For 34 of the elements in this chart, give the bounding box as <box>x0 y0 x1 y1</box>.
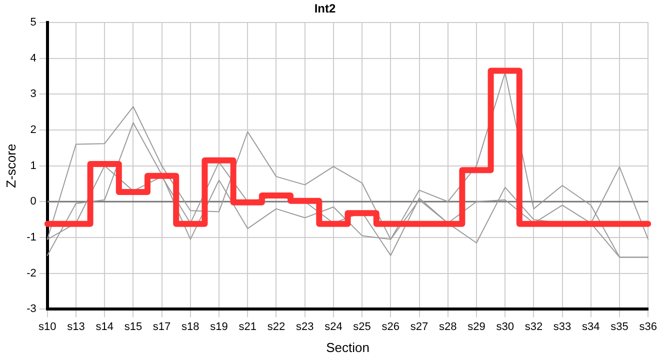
x-tick-label: s13 <box>67 320 85 333</box>
x-tick-label: s24 <box>324 320 342 333</box>
y-tick-label: 4 <box>30 52 36 64</box>
x-tick-label: s21 <box>238 320 257 333</box>
x-tick-label: s33 <box>553 320 572 333</box>
x-tick-label: s35 <box>610 320 628 333</box>
chart-title: Int2 <box>314 2 336 16</box>
y-tick-label: -2 <box>26 267 36 280</box>
x-tick-label: s10 <box>38 320 56 333</box>
x-tick-label: s28 <box>439 320 457 333</box>
y-tick-label: 5 <box>30 16 36 28</box>
x-tick-label: s34 <box>582 320 600 333</box>
y-tick-label: 0 <box>30 196 36 208</box>
x-tick-label: s25 <box>353 320 371 333</box>
x-tick-label: s36 <box>639 320 658 333</box>
x-tick-label: s15 <box>124 320 142 333</box>
y-tick-label: 2 <box>30 124 36 136</box>
x-tick-label: s32 <box>524 320 543 333</box>
y-tick-label: -3 <box>26 303 36 316</box>
x-tick-label: s22 <box>267 320 286 333</box>
x-tick-label: s17 <box>152 320 171 333</box>
x-tick-label: s14 <box>96 320 114 333</box>
x-tick-label: s23 <box>296 320 314 333</box>
x-tick-label: s26 <box>382 320 400 333</box>
y-axis-title: Z-score <box>3 144 18 188</box>
y-tick-label: -1 <box>26 232 36 244</box>
y-tick-label: 1 <box>30 160 36 172</box>
x-tick-label: s19 <box>210 320 228 333</box>
x-tick-label: s27 <box>410 320 428 333</box>
x-tick-label: s18 <box>182 320 200 333</box>
x-tick-label: s29 <box>468 320 486 333</box>
x-tick-label: s30 <box>496 320 514 333</box>
y-tick-label: 3 <box>30 88 36 100</box>
x-axis-title: Section <box>326 340 370 355</box>
